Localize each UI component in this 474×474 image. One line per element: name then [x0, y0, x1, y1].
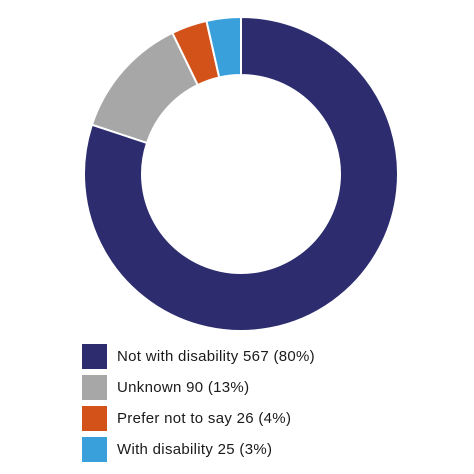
legend: Not with disability 567 (80%) Unknown 90… [82, 344, 315, 468]
slice-not-with-disability [83, 15, 399, 332]
legend-swatch-not-with-disability [82, 344, 107, 369]
legend-swatch-with-disability [82, 437, 107, 462]
donut-chart [83, 15, 399, 332]
legend-label-unknown: Unknown 90 (13%) [117, 379, 250, 396]
legend-item-unknown: Unknown 90 (13%) [82, 375, 315, 400]
legend-label-not-with-disability: Not with disability 567 (80%) [117, 348, 315, 365]
legend-item-with-disability: With disability 25 (3%) [82, 437, 315, 462]
legend-label-with-disability: With disability 25 (3%) [117, 441, 273, 458]
legend-item-not-with-disability: Not with disability 567 (80%) [82, 344, 315, 369]
legend-swatch-unknown [82, 375, 107, 400]
slice-with-disability [205, 15, 242, 79]
legend-swatch-prefer-not-to-say [82, 406, 107, 431]
legend-item-prefer-not-to-say: Prefer not to say 26 (4%) [82, 406, 315, 431]
legend-label-prefer-not-to-say: Prefer not to say 26 (4%) [117, 410, 292, 427]
